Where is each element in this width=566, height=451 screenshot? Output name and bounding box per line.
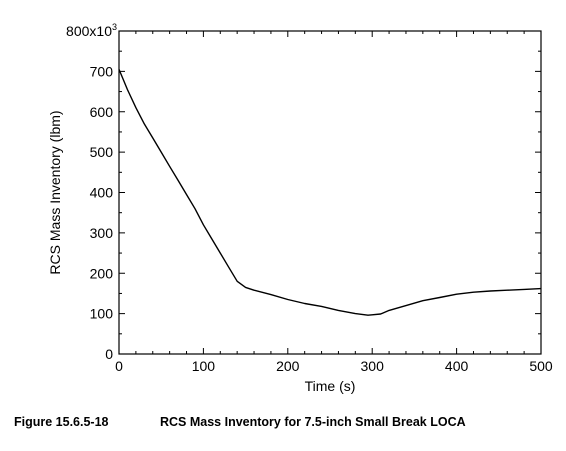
y-tick-label: 400: [90, 185, 114, 201]
plot-border: [118, 30, 542, 355]
x-tick-label: 200: [276, 358, 300, 374]
y-multiplier-exponent: 3: [112, 22, 117, 32]
y-tick-label: 200: [90, 265, 114, 281]
series-layer: [118, 69, 542, 316]
plot-frame: [118, 30, 542, 355]
x-tick-label: 0: [115, 358, 123, 374]
y-tick-label: 700: [90, 63, 114, 79]
x-tick-label: 100: [192, 358, 216, 374]
y-tick-label: 300: [90, 225, 114, 241]
x-axis-label: Time (s): [305, 378, 356, 394]
figure-caption: Figure 15.6.5-18 RCS Mass Inventory for 7…: [14, 415, 466, 429]
x-axis: 0 100 200 300 400 500: [115, 31, 553, 374]
series-line: [118, 69, 542, 316]
x-tick-label: 300: [361, 358, 385, 374]
y-tick-label: 0: [105, 346, 113, 362]
x-tick-label: 500: [529, 358, 553, 374]
y-axis: 0 100 200 300 400 500 600 700 800x103: [66, 22, 541, 362]
figure-number: Figure 15.6.5-18: [14, 415, 109, 429]
y-tick-label: 100: [90, 306, 114, 322]
x-tick-label: 400: [445, 358, 469, 374]
y-axis-label: RCS Mass Inventory (lbm): [47, 110, 63, 274]
y-tick-label: 800x103: [66, 22, 117, 39]
figure-caption-text: RCS Mass Inventory for 7.5-inch Small Br…: [160, 415, 466, 429]
y-tick-label: 600: [90, 104, 114, 120]
y-tick-label: 500: [90, 144, 114, 160]
